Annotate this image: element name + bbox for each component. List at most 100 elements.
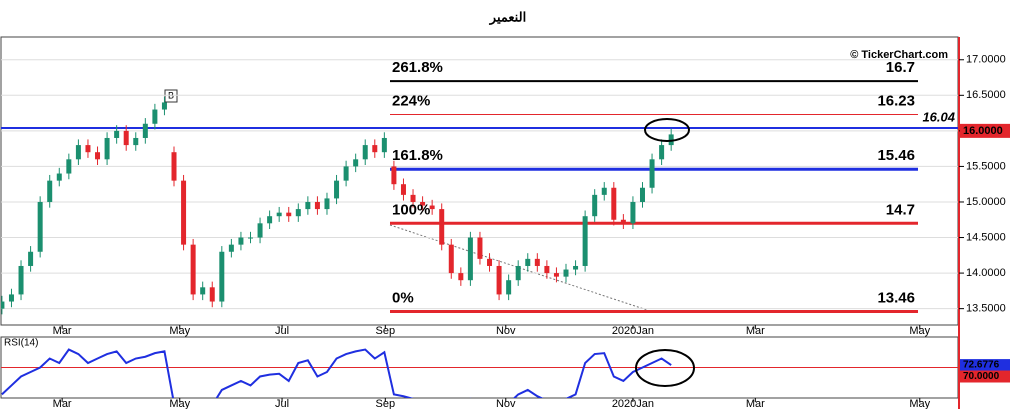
candle-body [123, 130, 129, 146]
candle-body [95, 152, 101, 160]
candle-body [439, 209, 445, 245]
candle-body [362, 145, 368, 160]
candle-body [142, 123, 148, 138]
x-tick-label: Nov [496, 325, 516, 337]
candle-body [620, 219, 626, 224]
candle-body [324, 198, 330, 210]
candle-body [305, 201, 311, 210]
x-tick-label: 2020Jan [612, 325, 654, 337]
candle-body [582, 216, 588, 266]
x-tick-label: 2020Jan [612, 398, 654, 409]
candle-body [601, 187, 607, 195]
fib-level-value: 15.46 [877, 147, 915, 164]
rsi-current-box [960, 359, 1010, 372]
candle-body [209, 287, 215, 302]
candle-body [286, 212, 292, 217]
candle-body [257, 223, 263, 238]
candle-body [534, 258, 540, 266]
fib-level-value: 16.7 [886, 59, 915, 76]
x-tick-label: May [909, 325, 930, 337]
candle-body [85, 145, 91, 153]
candle-body [314, 201, 320, 210]
candle-body [525, 258, 531, 266]
y-tick-label: 15.5000 [966, 160, 1006, 172]
highlight-ellipse [635, 349, 695, 387]
candle-body [295, 209, 301, 217]
candle-body [639, 187, 645, 202]
rsi-label: RSI(14) [4, 338, 38, 349]
candle-body [448, 244, 454, 274]
current-price-box [960, 123, 1010, 138]
y-tick-label: 14.5000 [966, 231, 1006, 243]
fib-level-label: 161.8% [392, 147, 443, 164]
candle-body [28, 251, 34, 266]
candle-body [563, 269, 569, 277]
candle-body [190, 244, 196, 295]
fib-level-value: 16.23 [877, 92, 915, 109]
candle-body [56, 173, 62, 181]
rsi-layer [1, 348, 958, 398]
candle-body [659, 145, 665, 160]
fib-level-label: 0% [392, 289, 414, 306]
x-tick-label: Jul [275, 398, 289, 409]
candle-body [487, 258, 493, 266]
x-tick-label: May [169, 398, 190, 409]
candle-body [276, 212, 282, 217]
fib-level-value: 13.46 [877, 289, 915, 306]
candle-body [668, 134, 674, 146]
candle-body [372, 145, 378, 153]
y-tick-label: 15.0000 [966, 196, 1006, 208]
candle-body [592, 194, 598, 217]
candle-body [114, 130, 120, 138]
candle-body [477, 237, 483, 259]
candle-body [228, 244, 234, 252]
candle-body [37, 201, 43, 252]
candle-body [400, 184, 406, 195]
candle-body [458, 273, 464, 281]
candle-body [381, 137, 387, 153]
candle-body [75, 145, 81, 160]
candle-body [267, 216, 273, 224]
y-tick-label: 14.0000 [966, 267, 1006, 279]
candle-body [104, 137, 110, 160]
x-tick-label: Sep [376, 325, 396, 337]
candle-body [171, 152, 177, 181]
watermark: © TickerChart.com [850, 49, 948, 61]
x-tick-label: Jul [275, 325, 289, 337]
candle-body [410, 194, 416, 202]
candle-body [420, 201, 426, 206]
rsi-current-label: 72.6776 [963, 360, 1000, 371]
x-tick-label: May [909, 398, 930, 409]
rsi-line [1, 348, 672, 398]
candle-body [334, 180, 340, 199]
x-tick-label: Mar [53, 398, 72, 409]
current-price-label: 16.0000 [963, 125, 1003, 137]
chart-title: النعمير [489, 9, 526, 25]
x-tick-label: May [169, 325, 190, 337]
fib-level-label: 224% [392, 92, 430, 109]
x-tick-label: Mar [746, 398, 765, 409]
candle-body [161, 102, 167, 110]
candle-body [1, 301, 5, 309]
candle-body [133, 137, 139, 146]
candle-body [66, 159, 72, 174]
candle-body [544, 265, 550, 274]
price-layer [1, 59, 958, 315]
candle-body [152, 109, 158, 124]
highlight-ellipse [644, 118, 690, 142]
candle-body [219, 251, 225, 302]
candle-body [8, 294, 14, 302]
candle-body [343, 166, 349, 181]
y-tick-label: 13.5000 [966, 303, 1006, 315]
horizontal-line-label: 16.04 [922, 109, 955, 124]
candle-body [200, 287, 206, 295]
fib-level-label: 261.8% [392, 59, 443, 76]
candle-body [515, 265, 521, 281]
candle-body [391, 166, 397, 185]
candle-body [467, 237, 473, 281]
candle-body [429, 205, 435, 210]
candle-body [247, 237, 253, 239]
candle-body [181, 180, 187, 245]
candle-body [238, 237, 244, 245]
